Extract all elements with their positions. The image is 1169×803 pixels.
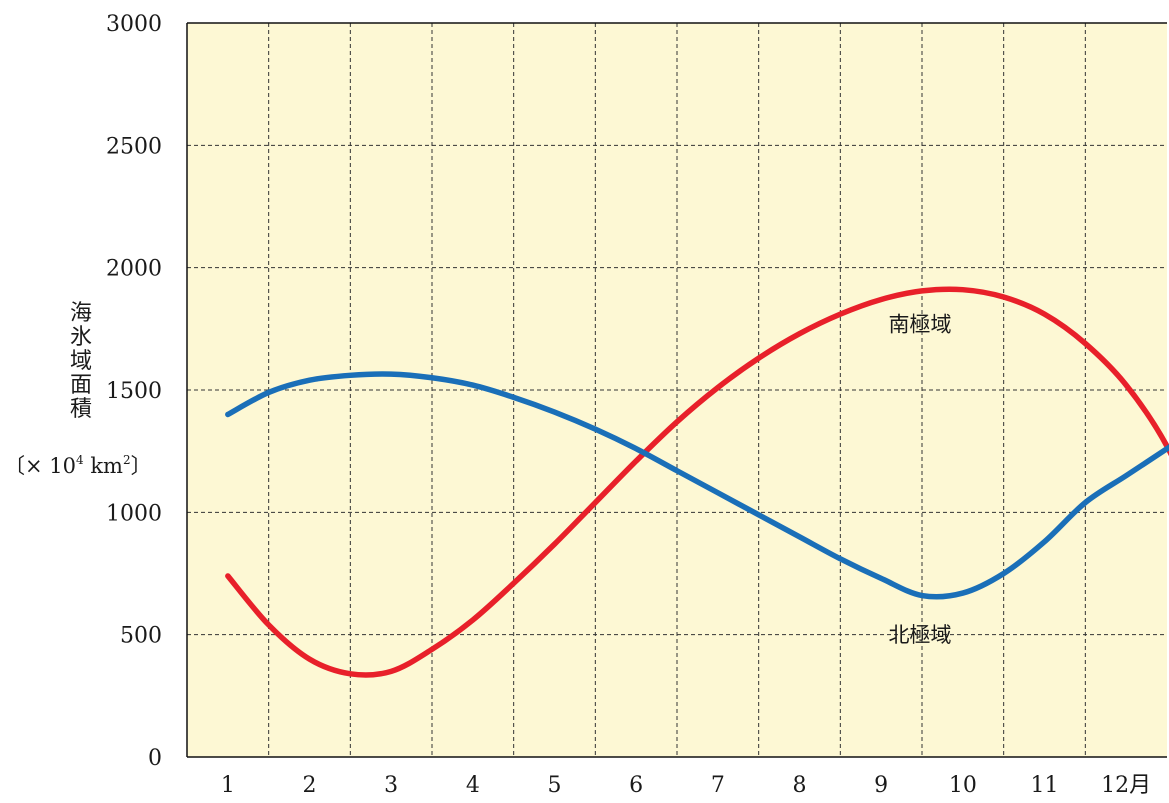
x-tick-label: 10 [949,773,977,798]
x-tick-label: 2 [303,773,317,798]
y-axis-label-char: 域 [69,349,92,374]
grid-lines [187,23,1167,757]
y-tick-label: 2500 [106,134,162,159]
series-line-antarctic [225,286,1169,678]
x-tick-label: 9 [874,773,888,798]
y-tick-label: 1000 [106,501,162,526]
x-tick-label: 3 [384,773,398,798]
series-label: 南極域 [889,312,952,336]
x-tick-label: 7 [711,773,725,798]
axes [186,22,1167,758]
series-label: 北極域 [889,623,952,647]
y-axis-unit-mid: km [83,454,123,478]
y-axis-unit-exp2: 2 [122,453,131,467]
y-axis-label-char: 面 [69,373,92,398]
y-axis-unit-exp1: 4 [76,453,84,467]
y-tick-label: 1500 [106,379,162,404]
y-axis-label-char: 海 [69,301,92,326]
y-tick-label: 0 [148,746,162,771]
x-tick-label: 8 [793,773,807,798]
x-tick-label: 6 [629,773,643,798]
y-tick-label: 3000 [106,12,162,37]
x-tick-label: 11 [1031,773,1059,798]
x-tick-label: 5 [548,773,562,798]
y-axis-label-char: 氷 [69,325,92,350]
y-axis-unit: 〔× 104 km2〕 [4,450,152,480]
x-tick-label: 4 [466,773,480,798]
y-axis-label-char: 積 [69,397,92,422]
x-tick-label: 1 [221,773,235,798]
y-tick-label: 500 [120,624,162,649]
series-line-arctic [225,371,1169,600]
tick-labels: 0 500 1000 1500 2000 2500 3000 1 2 3 4 5 6 7 8 9 10 11 12月 [106,12,1151,798]
series-lines [225,286,1169,678]
y-tick-label: 2000 [106,257,162,282]
y-axis-unit-close: 〕 [130,454,152,478]
y-axis-unit-open: 〔× 10 [4,454,76,478]
x-tick-label: 12月 [1101,773,1151,798]
